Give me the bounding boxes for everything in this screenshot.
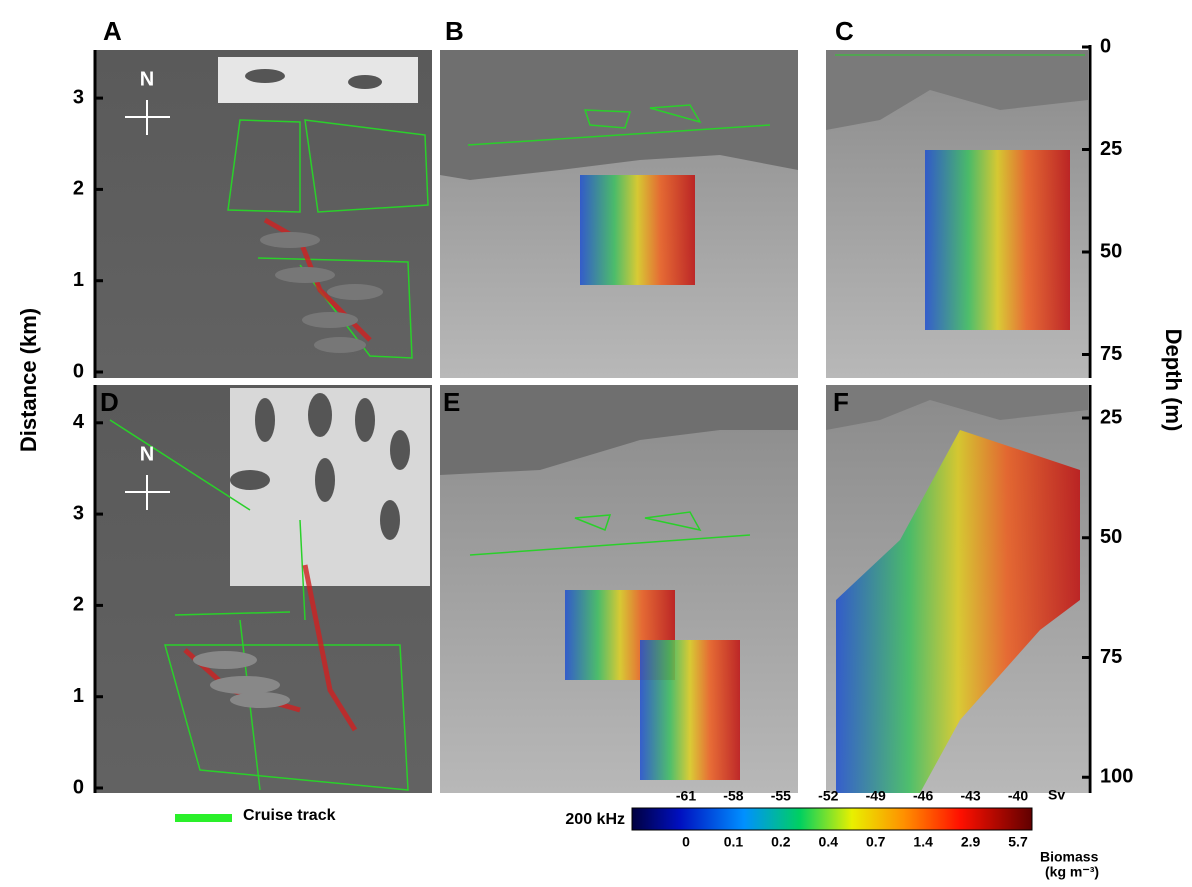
left-axis-title: Distance (km) xyxy=(16,308,41,452)
sv-tick-label: -49 xyxy=(866,788,886,804)
biomass-label: Biomass xyxy=(1040,849,1099,865)
tick-label: 2 xyxy=(73,594,84,616)
panel-label: E xyxy=(443,387,460,417)
tick-label: 4 xyxy=(73,411,85,433)
biomass-tick-label: 5.7 xyxy=(1008,834,1028,850)
tick-label: 3 xyxy=(73,86,84,108)
tick-label: 75 xyxy=(1100,343,1122,365)
biomass-tick-label: 1.4 xyxy=(913,834,933,850)
biomass-tick-label: 0.4 xyxy=(819,834,839,850)
legend-label: Cruise track xyxy=(243,807,336,824)
compass-label: N xyxy=(140,68,154,90)
tick-label: 75 xyxy=(1100,646,1122,668)
sv-tick-label: -52 xyxy=(818,788,838,804)
tick-label: 0 xyxy=(1100,35,1111,57)
colorbar xyxy=(632,808,1032,830)
sv-tick-label: -55 xyxy=(771,788,791,804)
biomass-tick-label: 2.9 xyxy=(961,834,981,850)
figure: N N A B C D E F Distance (km) Depth (m) … xyxy=(0,0,1192,887)
biomass-tick-label: 0 xyxy=(682,834,690,850)
tick-label: 1 xyxy=(73,269,84,291)
panel-label: C xyxy=(835,16,854,46)
tick-label: 1 xyxy=(73,685,84,707)
biomass-tick-label: 0.2 xyxy=(771,834,791,850)
panel-label: B xyxy=(445,16,464,46)
panel-label: F xyxy=(833,387,849,417)
biomass-unit: (kg m⁻³) xyxy=(1045,864,1099,880)
sv-tick-label: -61 xyxy=(676,788,696,804)
sv-tick-label: -58 xyxy=(723,788,743,804)
panel-a xyxy=(95,50,432,378)
right-axis-title: Depth (m) xyxy=(1161,329,1186,432)
panel-label: A xyxy=(103,16,122,46)
tick-label: 50 xyxy=(1100,526,1122,548)
frequency-label: 200 kHz xyxy=(565,811,625,828)
sv-tick-label: -43 xyxy=(960,788,980,804)
panel-f xyxy=(826,385,1088,793)
sv-tick-label: -46 xyxy=(913,788,933,804)
tick-label: 50 xyxy=(1100,240,1122,262)
tick-label: 0 xyxy=(73,360,84,382)
panel-e xyxy=(440,385,798,793)
tick-label: 25 xyxy=(1100,138,1122,160)
biomass-tick-label: 0.7 xyxy=(866,834,886,850)
panel-c xyxy=(826,50,1088,378)
compass-label: N xyxy=(140,443,154,465)
biomass-tick-label: 0.1 xyxy=(724,834,744,850)
sv-label: Sv xyxy=(1048,787,1065,803)
sv-tick-label: -40 xyxy=(1008,788,1028,804)
tick-label: 100 xyxy=(1100,766,1133,788)
panel-label: D xyxy=(100,387,119,417)
tick-label: 0 xyxy=(73,776,84,798)
tick-label: 2 xyxy=(73,178,84,200)
panel-b xyxy=(440,50,798,378)
tick-label: 3 xyxy=(73,502,84,524)
tick-label: 25 xyxy=(1100,406,1122,428)
